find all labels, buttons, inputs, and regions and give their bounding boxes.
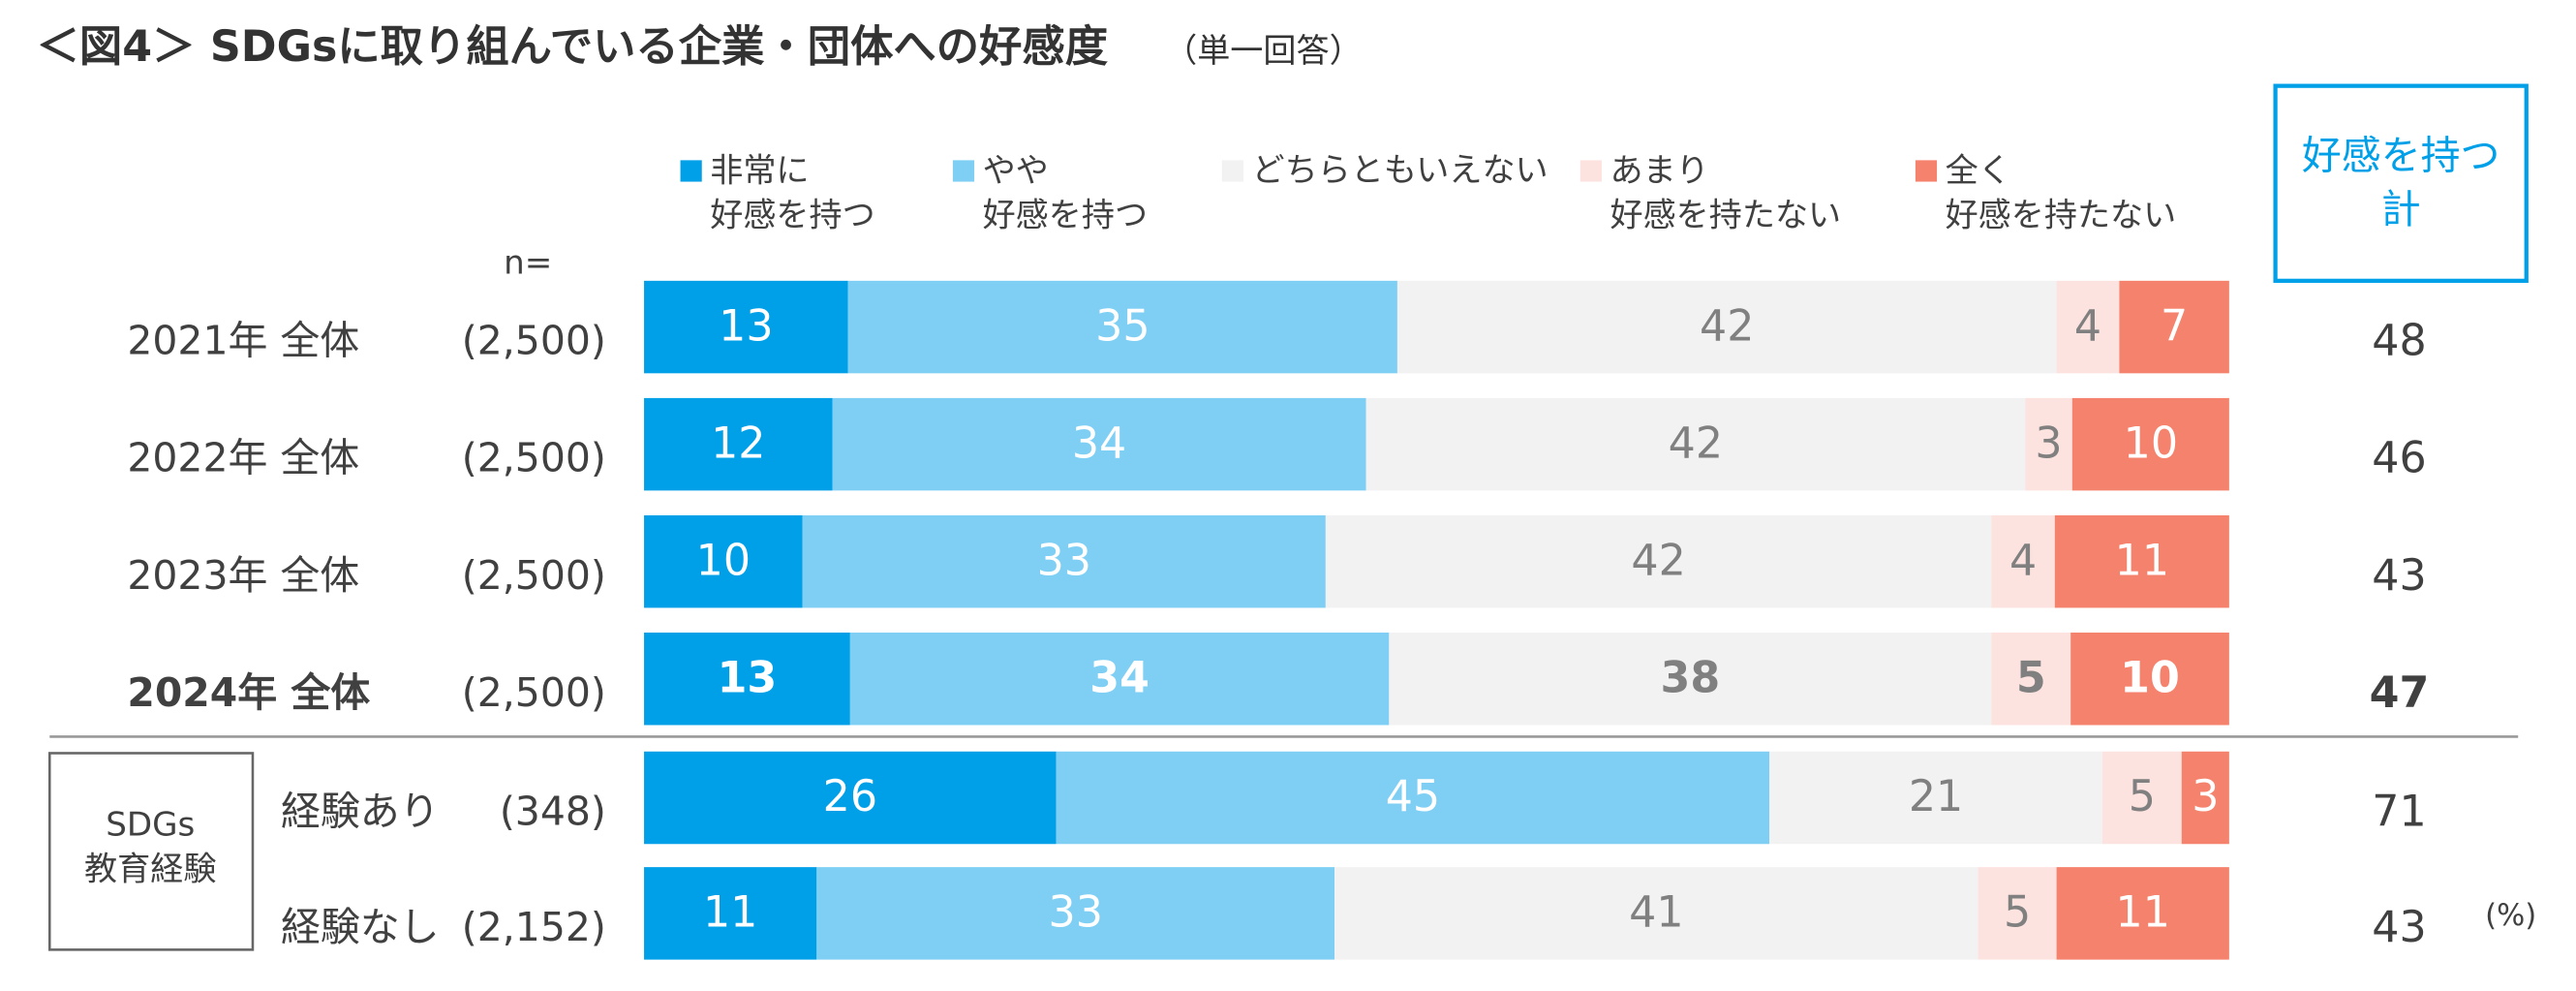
category-label: 経験なし (281, 904, 440, 950)
totals-header: 好感を持つ計 (2302, 133, 2500, 232)
bar-segment (1325, 514, 1992, 608)
bar-segment (1978, 867, 2057, 960)
total-value: 71 (2372, 788, 2426, 837)
sample-size: (348) (500, 789, 606, 835)
chart-title: ＜図4＞ SDGsに取り組んでいる企業・団体への好感度 (37, 22, 1109, 72)
unit: (%) (2485, 899, 2536, 933)
bar-segment (1991, 514, 2055, 608)
data-label: 11 (2116, 888, 2170, 938)
legend-swatch (952, 160, 975, 182)
bar-segment (644, 514, 803, 608)
bar-segment (1396, 280, 2057, 374)
legend-swatch (680, 160, 702, 182)
data-label: 21 (1909, 772, 1963, 821)
data-label: 34 (1089, 653, 1150, 702)
bar-segment (816, 867, 1335, 960)
bar-segment (2071, 397, 2229, 491)
data-label: 33 (1037, 536, 1091, 585)
data-label: 11 (703, 888, 757, 938)
sample-size: (2,152) (462, 904, 606, 950)
chart-subtitle: （単一回答） (1164, 32, 1363, 71)
legend-swatch (1221, 160, 1243, 182)
data-label: 38 (1660, 653, 1720, 702)
group-box (47, 752, 255, 951)
data-label: 12 (711, 418, 765, 468)
data-label: 13 (719, 301, 773, 351)
bar-segment (644, 280, 848, 374)
sample-size: (2,500) (462, 318, 606, 364)
legend-label: どちらともいえない (1251, 151, 1548, 190)
bar-segment (847, 280, 1397, 374)
bar-segment (1365, 397, 2026, 491)
data-label: 7 (2161, 301, 2188, 351)
bar-segment (2070, 633, 2229, 726)
data-label: 5 (2004, 888, 2031, 938)
data-label: 10 (2120, 653, 2180, 702)
data-label: 41 (1629, 888, 1683, 938)
bar-segment (2181, 751, 2229, 845)
category-label: 2024年 全体 (127, 669, 370, 716)
legend-label: やや好感を持つ (983, 151, 1148, 234)
totals-header-box (2273, 83, 2529, 283)
data-label: 11 (2115, 536, 2169, 585)
data-label: 45 (1386, 772, 1440, 821)
bar-segment (1056, 751, 1770, 845)
n-header: n= (504, 243, 552, 282)
data-label: 34 (1072, 418, 1126, 468)
data-label: 42 (1700, 301, 1754, 351)
category-label: 2023年 全体 (127, 552, 359, 599)
category-label: 2021年 全体 (127, 318, 359, 364)
total-value: 46 (2372, 434, 2426, 483)
bar-segment (2101, 751, 2182, 845)
data-label: 5 (2016, 653, 2046, 702)
bar-segment (1991, 633, 2071, 726)
total-value: 47 (2370, 668, 2430, 718)
data-label: 42 (1631, 536, 1685, 585)
data-label: 33 (1049, 888, 1103, 938)
data-label: 5 (2129, 772, 2156, 821)
data-label: 26 (823, 772, 877, 821)
bar-segment (644, 867, 817, 960)
data-label: 4 (2009, 536, 2037, 585)
bar-segment (832, 397, 1366, 491)
bar-segment (802, 514, 1326, 608)
data-label: 3 (2035, 418, 2062, 468)
bar-segment (1389, 633, 1992, 726)
category-label: 経験あり (281, 789, 440, 835)
legend-label: 全く好感を持たない (1946, 151, 2177, 234)
group-label: SDGs 教育経験 (84, 805, 216, 888)
data-label: 10 (2124, 418, 2178, 468)
sample-size: (2,500) (462, 552, 606, 599)
category-label: 2022年 全体 (127, 435, 359, 481)
bar-segment (644, 633, 850, 726)
bar-segment (1769, 751, 2102, 845)
total-value: 48 (2372, 317, 2426, 366)
legend-swatch (1915, 160, 1938, 182)
sample-size: (2,500) (462, 669, 606, 716)
legend-label: 非常に好感を持つ (710, 151, 874, 234)
data-label: 10 (696, 536, 751, 585)
data-label: 42 (1669, 418, 1723, 468)
data-label: 13 (718, 653, 778, 702)
bar-segment (644, 397, 833, 491)
total-value: 43 (2372, 903, 2426, 952)
bar-segment (2056, 867, 2229, 960)
bar-segment (1334, 867, 1978, 960)
data-label: 3 (2192, 772, 2219, 821)
legend-swatch (1579, 160, 1602, 182)
bar-segment (2025, 397, 2072, 491)
data-label: 35 (1095, 301, 1150, 351)
bar-segment (2054, 514, 2229, 608)
bar-segment (849, 633, 1390, 726)
bar-segment (644, 751, 1057, 845)
legend-label: あまり好感を持たない (1610, 151, 1841, 234)
data-label: 4 (2074, 301, 2101, 351)
total-value: 43 (2372, 551, 2426, 601)
bar-segment (2056, 280, 2120, 374)
bar-segment (2119, 280, 2229, 374)
sample-size: (2,500) (462, 435, 606, 481)
